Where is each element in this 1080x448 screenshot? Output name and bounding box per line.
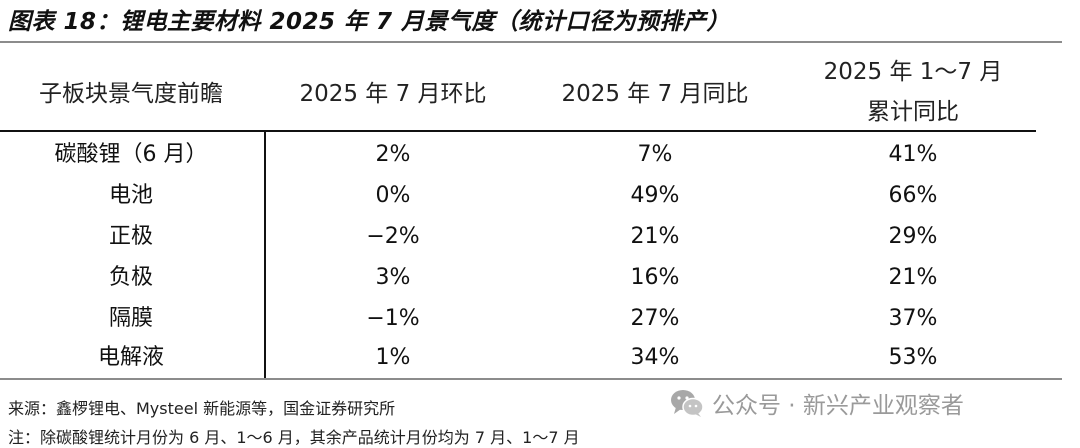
mom-value: 1% <box>375 345 411 370</box>
header-cumulative-line2: 累计同比 <box>867 99 959 125</box>
header-sector: 子板块景气度前瞻 <box>0 74 262 108</box>
header-cumulative-line1: 2025 年 1～7 月 <box>823 59 1003 85</box>
bottom-rule <box>0 378 1062 380</box>
header-yoy-label: 2025 年 7 月同比 <box>561 81 749 107</box>
figure-title: 图表 18：锂电主要材料 2025 年 7 月景气度（统计口径为预排产） <box>8 9 731 35</box>
watermark-text: 公众号 · 新兴产业观察者 <box>712 393 964 419</box>
cumulative-value: 29% <box>888 224 938 249</box>
header-yoy: 2025 年 7 月同比 <box>524 74 786 108</box>
footnote: 注：除碳酸锂统计月份为 6 月、1～6 月，其余产品统计月份均为 7 月、1～7… <box>8 428 580 447</box>
mom-value: −2% <box>366 224 420 249</box>
wechat-icon <box>671 390 704 417</box>
yoy-value: 27% <box>630 306 680 331</box>
row-label: 隔膜 <box>108 306 153 331</box>
row-label: 正极 <box>108 224 153 249</box>
row-label: 电池 <box>108 183 153 208</box>
top-rule <box>0 41 1062 43</box>
column-divider <box>264 132 266 378</box>
table-row: 隔膜 −1% 27% 37% <box>0 298 1040 339</box>
yoy-value: 21% <box>630 224 680 249</box>
table-row: 正极 −2% 21% 29% <box>0 216 1040 257</box>
yoy-value: 16% <box>630 265 680 290</box>
header-mom-label: 2025 年 7 月环比 <box>299 81 487 107</box>
mom-value: 0% <box>375 183 411 208</box>
table-row: 电解液 1% 34% 53% <box>0 337 1040 378</box>
watermark: 公众号 · 新兴产业观察者 <box>670 387 964 419</box>
table-row: 碳酸锂（6 月） 2% 7% 41% <box>0 134 1040 175</box>
row-label: 负极 <box>108 265 153 290</box>
mom-value: 3% <box>375 265 411 290</box>
cumulative-value: 37% <box>888 306 938 331</box>
yoy-value: 7% <box>637 142 673 167</box>
mom-value: −1% <box>366 306 420 331</box>
row-label: 碳酸锂（6 月） <box>54 142 208 167</box>
mom-value: 2% <box>375 142 411 167</box>
table-row: 负极 3% 16% 21% <box>0 257 1040 298</box>
header-cumulative: 2025 年 1～7 月 累计同比 <box>786 52 1040 132</box>
header-mom: 2025 年 7 月环比 <box>262 74 524 108</box>
cumulative-value: 66% <box>888 183 938 208</box>
row-label: 电解液 <box>97 345 164 370</box>
header-sector-label: 子板块景气度前瞻 <box>39 81 223 107</box>
cumulative-value: 21% <box>888 265 938 290</box>
header-rule <box>0 130 1036 132</box>
table-row: 电池 0% 49% 66% <box>0 175 1040 216</box>
yoy-value: 34% <box>630 345 680 370</box>
yoy-value: 49% <box>630 183 680 208</box>
source-note: 来源：鑫椤锂电、Mysteel 新能源等，国金证券研究所 <box>8 399 396 418</box>
cumulative-value: 53% <box>888 345 938 370</box>
cumulative-value: 41% <box>888 142 938 167</box>
